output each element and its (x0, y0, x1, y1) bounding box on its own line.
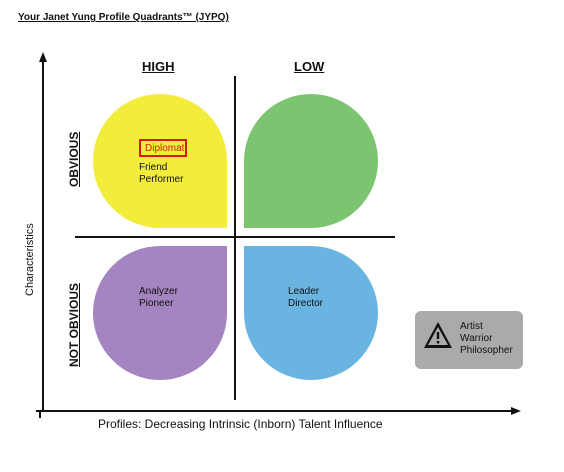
page-title: Your Janet Yung Profile Quadrants™ (JYPQ… (18, 12, 229, 23)
quadrant-top-left-labels: Friend Performer (139, 162, 183, 186)
profile-label: Analyzer (139, 286, 178, 297)
warning-box-labels: Artist Warrior Philosopher (460, 321, 513, 357)
quadrant-bottom-left (93, 246, 227, 380)
profile-label: Director (288, 298, 324, 309)
highlighted-profile-box: Diplomat (139, 139, 187, 157)
quadrant-bottom-right (244, 246, 378, 380)
profile-label: Artist (460, 321, 483, 332)
highlighted-profile-label: Diplomat (145, 143, 185, 154)
profile-label: Philosopher (460, 345, 513, 356)
column-header-high: HIGH (142, 59, 175, 74)
x-axis-arrow (511, 407, 521, 415)
profile-label: Pioneer (139, 298, 174, 309)
profile-label: Friend (139, 162, 168, 173)
profile-label: Leader (288, 286, 320, 297)
x-axis-label: Profiles: Decreasing Intrinsic (Inborn) … (98, 417, 383, 431)
quadrant-top-right (244, 94, 378, 228)
quadrant-top-left (93, 94, 227, 228)
profile-label: Warrior (460, 333, 493, 344)
column-header-low: LOW (294, 59, 325, 74)
quadrant-bottom-right-labels: Leader Director (288, 286, 323, 310)
quadrant-bottom-left-labels: Analyzer Pioneer (139, 286, 178, 310)
y-axis-arrow (39, 52, 47, 62)
profile-label: Performer (139, 174, 184, 185)
